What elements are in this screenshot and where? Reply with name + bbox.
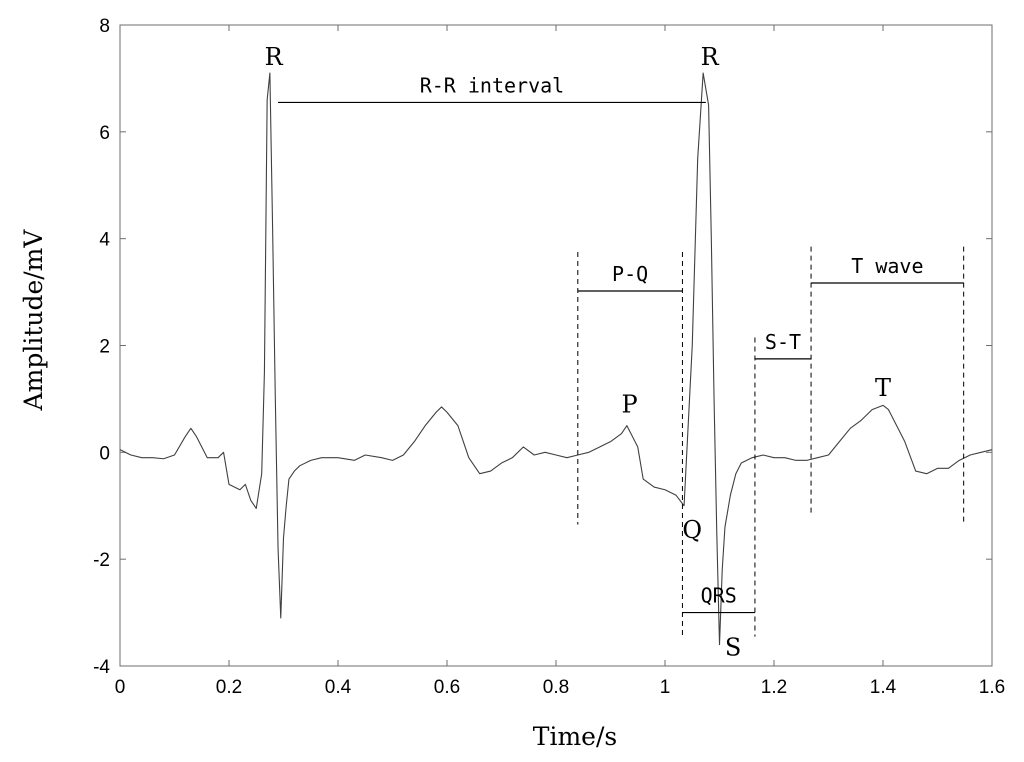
y-tick-label: 0: [99, 443, 110, 464]
x-tick-label: 0.8: [543, 677, 569, 698]
x-tick-label: 1: [660, 677, 671, 698]
interval-label: S-T: [765, 330, 801, 354]
peak-label: R: [701, 43, 720, 71]
x-tick-label: 1.4: [870, 677, 897, 698]
y-tick-label: 8: [99, 16, 110, 37]
plot-border: [119, 24, 993, 667]
y-tick-label: -4: [93, 657, 110, 678]
x-tick-label: 1.6: [979, 677, 1005, 698]
plot-frame: [119, 24, 993, 667]
x-tick-label: 1.2: [761, 677, 787, 698]
peak-label: Q: [682, 516, 702, 544]
interval-brackets: R-R interval P-Q S-T T wave QRS: [278, 73, 964, 614]
peak-labels: R R P Q S T: [265, 43, 891, 661]
x-axis-ticks: 0 0.2 0.4 0.6 0.8 1 1.2 1.4 1.6: [115, 25, 1005, 698]
peak-label: P: [621, 390, 637, 418]
x-tick-label: 0.2: [216, 677, 242, 698]
y-tick-label: 6: [99, 123, 110, 144]
peak-label: T: [875, 374, 891, 402]
peak-label: R: [265, 43, 284, 71]
x-tick-label: 0.4: [325, 677, 352, 698]
interval-label: QRS: [701, 584, 737, 608]
x-tick-label: 0: [115, 677, 126, 698]
ecg-trace: [119, 72, 993, 646]
y-axis-ticks: -4 -2 0 2 4 6 8: [93, 16, 992, 678]
interval-label: R-R interval: [420, 73, 565, 97]
interval-markers: [577, 246, 965, 637]
y-tick-label: -2: [93, 550, 110, 571]
x-tick-label: 0.6: [434, 677, 460, 698]
peak-label: S: [725, 633, 741, 661]
y-axis-title: Amplitude/mV: [19, 229, 48, 412]
y-tick-label: 2: [99, 337, 110, 358]
ecg-signal: [119, 72, 993, 646]
interval-label: T wave: [851, 254, 923, 278]
interval-label: P-Q: [612, 262, 648, 286]
x-axis-title: Time/s: [533, 722, 617, 751]
y-tick-label: 4: [99, 230, 110, 251]
